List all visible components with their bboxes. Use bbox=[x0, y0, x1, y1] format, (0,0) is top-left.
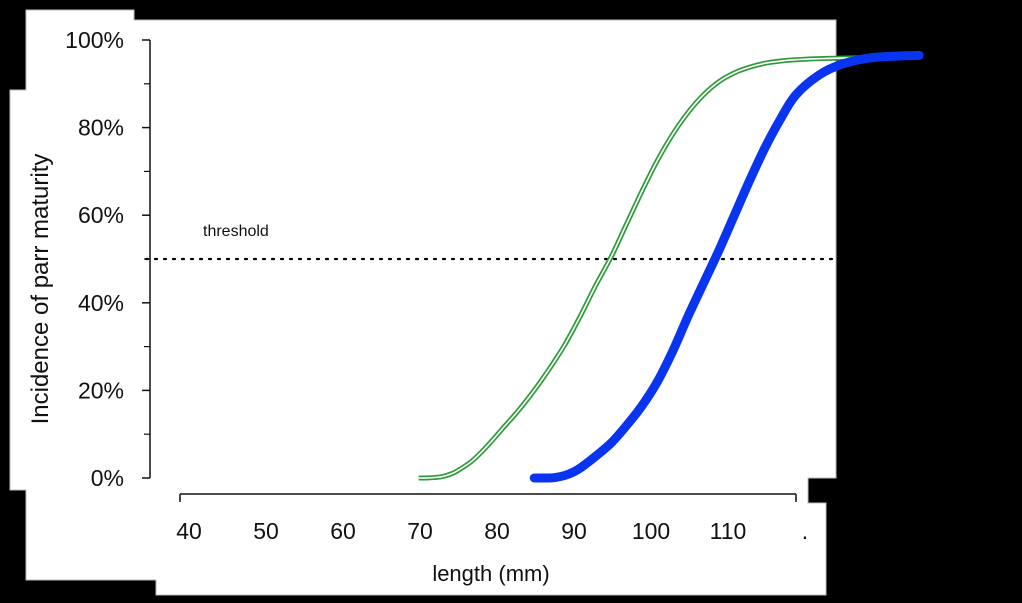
series-green-double-line bbox=[418, 55, 874, 481]
x-tick-label: 70 bbox=[407, 518, 433, 544]
x-tick-label: 50 bbox=[253, 518, 279, 544]
plot-panel bbox=[9, 9, 837, 596]
x-tick-label: 110 bbox=[710, 518, 747, 544]
y-tick-label: 0% bbox=[91, 465, 124, 491]
y-tick-label: 100% bbox=[65, 27, 124, 53]
x-tick-label: 90 bbox=[561, 518, 587, 544]
y-axis-ticks: 0% 20% 40% 60% 80% 100% bbox=[65, 27, 150, 491]
x-axis-ticks: 40 50 60 70 80 90 100 110. bbox=[176, 494, 808, 544]
x-tick-label: 80 bbox=[484, 518, 510, 544]
y-tick-label: 80% bbox=[78, 115, 124, 141]
y-tick-label: 60% bbox=[78, 202, 124, 228]
axes: 0% 20% 40% 60% 80% 100% 40 50 60 70 80 90 100 110. I… bbox=[27, 27, 808, 586]
threshold-layer: threshold bbox=[144, 223, 840, 261]
threshold-label: threshold bbox=[203, 223, 269, 240]
series-green-inner-stroke bbox=[418, 56, 874, 479]
x-axis-label: length (mm) bbox=[432, 561, 549, 586]
x-tick-label: 40 bbox=[176, 518, 202, 544]
x-tick-label: . bbox=[802, 518, 808, 544]
y-tick-label: 40% bbox=[78, 290, 124, 316]
y-axis-label: Incidence of parr maturity bbox=[27, 154, 54, 425]
series-blue-thick-line bbox=[529, 50, 924, 483]
y-tick-label: 20% bbox=[78, 377, 124, 403]
series-layer bbox=[418, 50, 924, 483]
x-tick-label: 60 bbox=[330, 518, 356, 544]
x-tick-label: 100 bbox=[632, 518, 670, 544]
